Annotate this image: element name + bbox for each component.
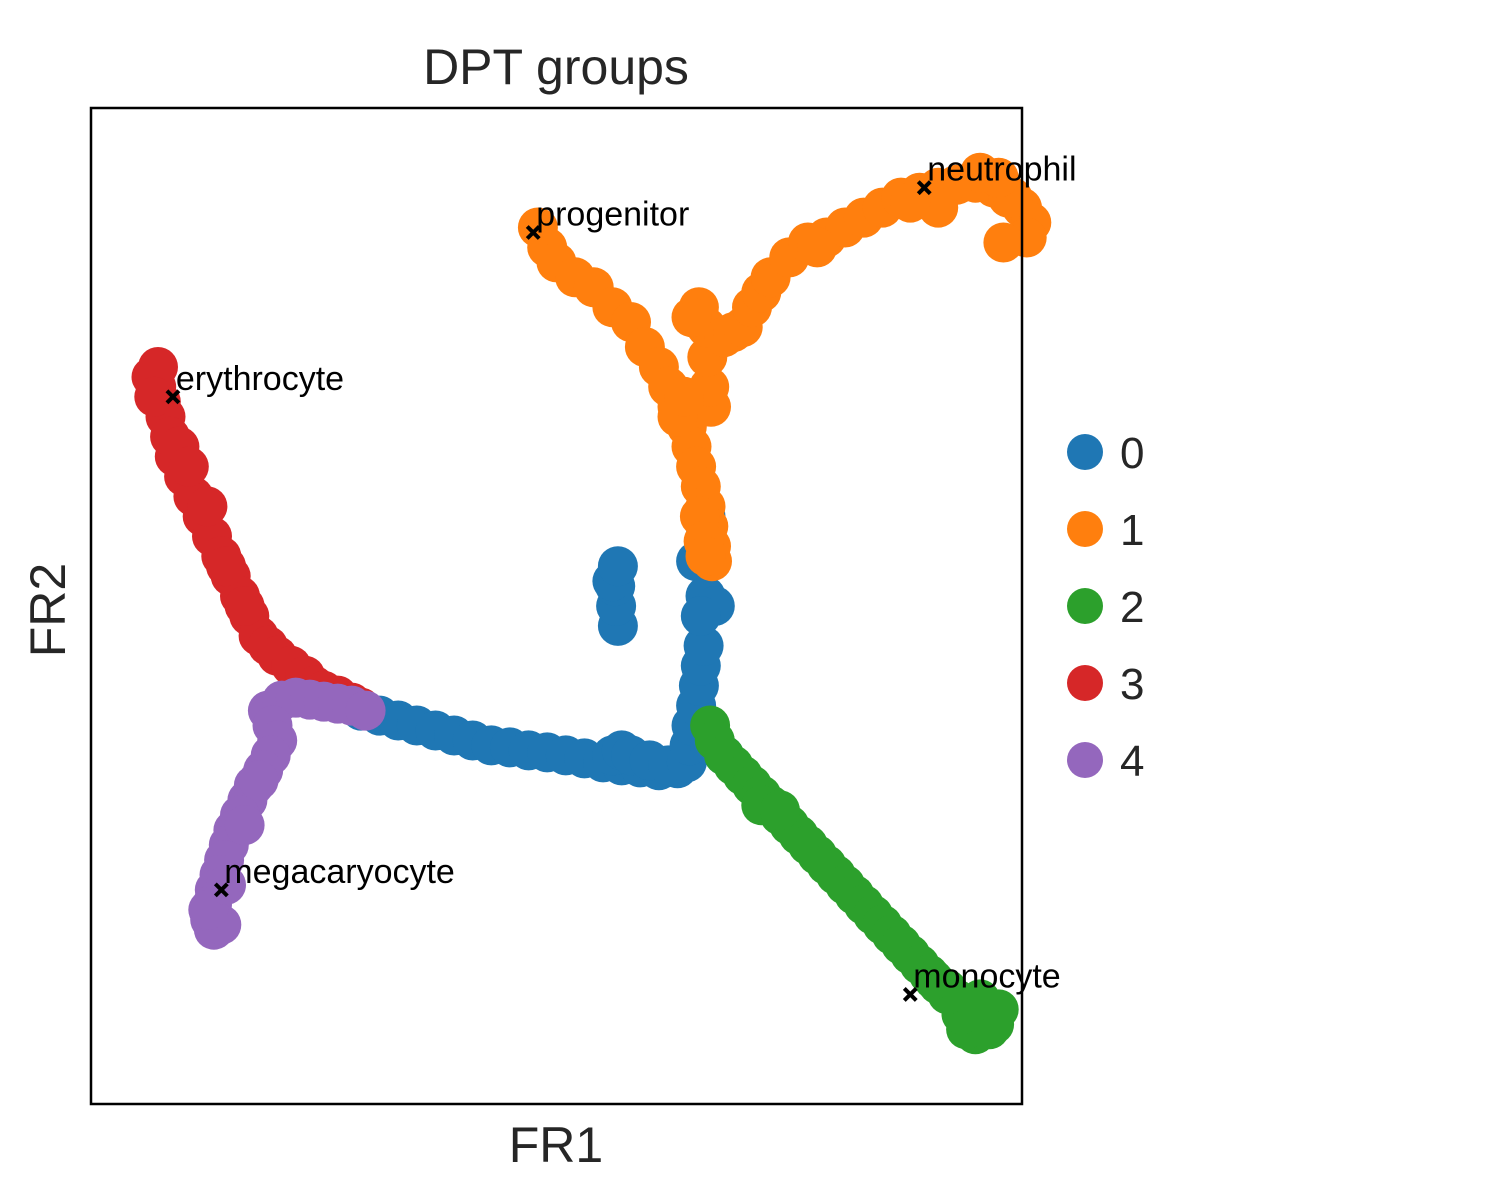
legend-label-3: 3 — [1120, 660, 1144, 709]
annotations: progenitor neutrophil erythrocyte megacaryo… — [165, 151, 1077, 1002]
point-series-2-37 — [960, 979, 1001, 1020]
point-series-1-47 — [983, 222, 1024, 263]
annotation-marker-erythrocyte — [165, 389, 181, 405]
legend-marker-4 — [1067, 742, 1103, 778]
annotation-marker-megacaryocyte — [213, 882, 229, 898]
y-axis-label: FR2 — [20, 563, 76, 657]
series-2 — [690, 705, 1019, 1055]
point-series-1-53 — [797, 227, 838, 268]
series-3 — [131, 347, 381, 728]
series-4 — [188, 677, 386, 950]
chart-title: DPT groups — [423, 39, 689, 95]
annotation-marker-monocyte — [902, 987, 918, 1002]
point-series-1-58 — [685, 536, 726, 577]
point-series-2-41 — [759, 790, 800, 831]
annotation-label-megacaryocyte: megacaryocyte — [224, 853, 455, 891]
point-series-3-29 — [206, 546, 246, 587]
legend-marker-1 — [1067, 511, 1103, 547]
annotation-marker-progenitor — [525, 225, 541, 240]
point-series-0-34 — [597, 546, 638, 587]
legend-marker-0 — [1067, 434, 1103, 470]
legend: 0 1 2 3 4 — [1067, 429, 1144, 786]
point-series-4-26 — [224, 805, 265, 846]
point-series-3-27 — [168, 446, 209, 487]
point-series-1-24 — [671, 297, 712, 338]
annotation-label-progenitor: progenitor — [536, 196, 689, 234]
plot-frame — [89, 106, 1024, 1106]
legend-label-2: 2 — [1120, 583, 1144, 632]
annotation-label-erythrocyte: erythrocyte — [176, 360, 344, 398]
legend-label-4: 4 — [1120, 737, 1144, 786]
point-series-3-25 — [134, 376, 175, 417]
legend-marker-3 — [1067, 665, 1103, 701]
scatter-points — [131, 152, 1052, 1055]
point-series-2-39 — [913, 959, 954, 1000]
legend-label-0: 0 — [1120, 429, 1144, 478]
point-series-0-41 — [680, 596, 721, 636]
point-series-3-24 — [138, 347, 178, 387]
annotation-label-monocyte: monocyte — [913, 957, 1060, 995]
point-series-1-50 — [960, 152, 1001, 193]
point-series-3-28 — [187, 486, 228, 527]
point-series-0-29 — [683, 625, 724, 666]
annotation-label-neutrophil: neutrophil — [927, 151, 1076, 189]
x-axis-label: FR1 — [509, 1117, 603, 1173]
point-series-4-7 — [345, 690, 386, 731]
point-series-1-55 — [664, 376, 704, 417]
annotation-marker-neutrophil — [916, 180, 932, 196]
point-series-4-27 — [238, 760, 279, 801]
legend-label-1: 1 — [1120, 506, 1144, 555]
point-series-3-30 — [224, 586, 265, 626]
legend-marker-2 — [1067, 588, 1103, 624]
